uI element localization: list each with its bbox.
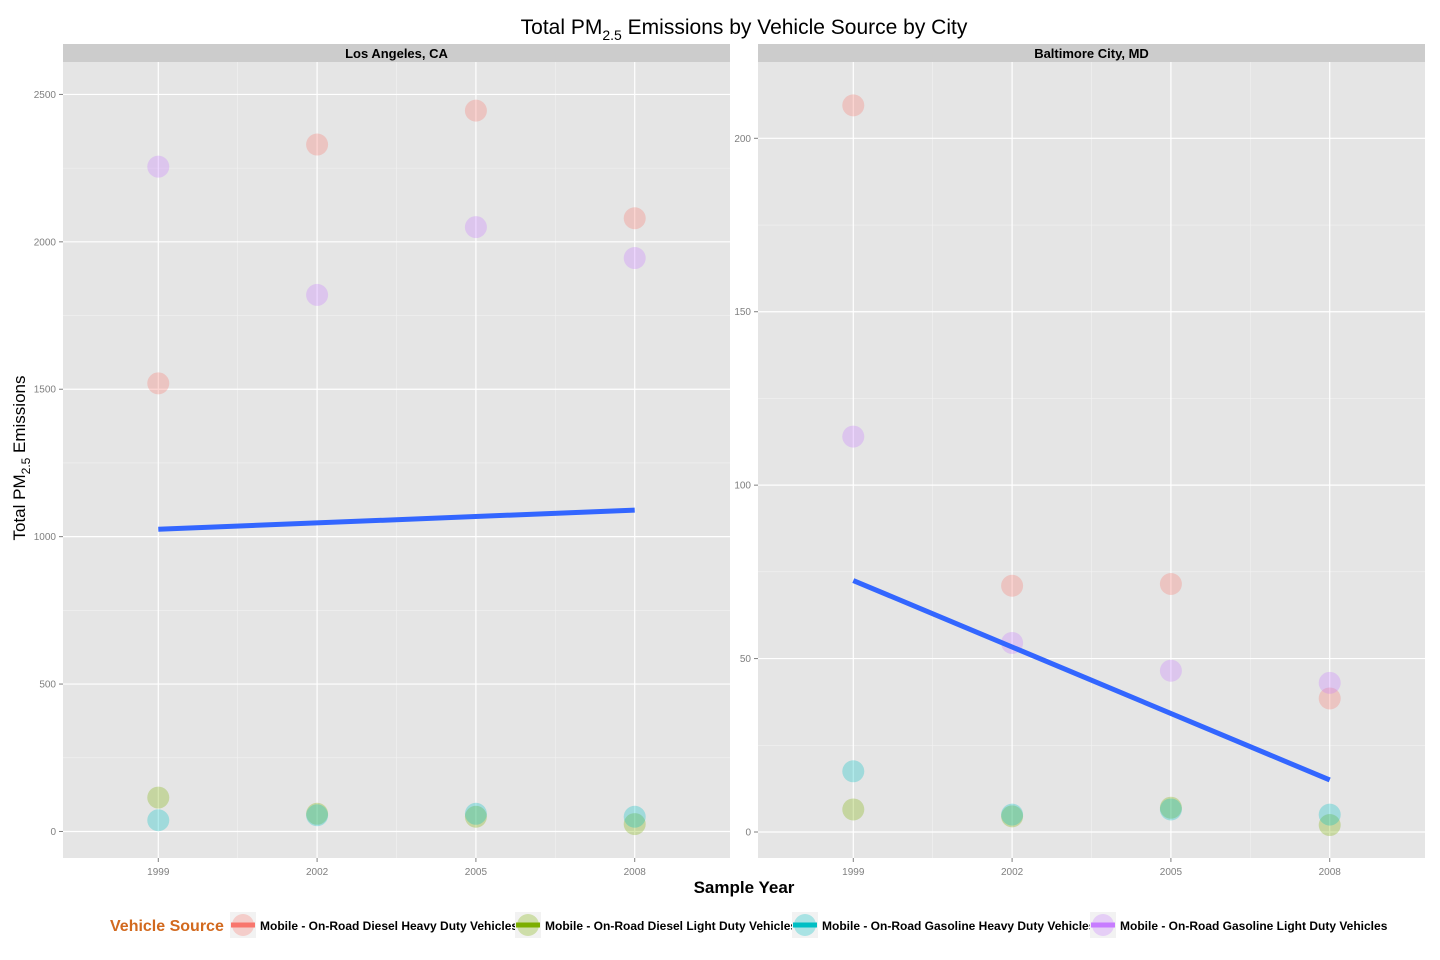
data-point <box>1159 659 1182 682</box>
data-point <box>623 813 646 836</box>
data-point <box>842 425 865 448</box>
x-tick-label: 1999 <box>147 867 170 878</box>
legend-label: Mobile - On-Road Gasoline Heavy Duty Veh… <box>822 919 1096 933</box>
data-point <box>147 786 170 809</box>
x-tick-label: 2005 <box>1160 867 1183 878</box>
y-tick-label: 0 <box>745 827 751 838</box>
y-tick-label: 200 <box>734 134 751 145</box>
legend-entry: Mobile - On-Road Diesel Heavy Duty Vehic… <box>230 912 518 938</box>
x-tick-label: 2008 <box>1319 867 1342 878</box>
data-point <box>842 760 865 783</box>
y-tick-label: 500 <box>39 680 56 691</box>
x-axis-label: Sample Year <box>694 878 795 897</box>
y-tick-label: 150 <box>734 307 751 318</box>
data-point <box>623 207 646 230</box>
data-point <box>1318 803 1341 826</box>
data-point <box>623 805 646 828</box>
data-point <box>306 133 329 156</box>
facet-panel: Los Angeles, CA 0 500 1000 1500 2000 2500 1999 2… <box>34 44 730 878</box>
legend-entry: Mobile - On-Road Diesel Light Duty Vehic… <box>515 912 797 938</box>
data-point <box>147 372 170 395</box>
legend: Vehicle Source Mobile - On-Road Diesel H… <box>110 912 1388 938</box>
y-tick-label: 2000 <box>34 237 57 248</box>
x-tick-label: 2002 <box>306 867 329 878</box>
legend-entry: Mobile - On-Road Gasoline Heavy Duty Veh… <box>792 912 1096 938</box>
data-point <box>623 247 646 270</box>
y-tick-label: 0 <box>50 827 56 838</box>
y-tick-label: 1000 <box>34 532 57 543</box>
data-point <box>1318 814 1341 837</box>
data-point <box>1159 572 1182 595</box>
data-point <box>1318 687 1341 710</box>
data-point <box>1001 574 1024 597</box>
legend-entry: Mobile - On-Road Gasoline Light Duty Veh… <box>1090 912 1388 938</box>
y-axis-label: Total PM2.5 Emissions <box>10 375 33 540</box>
data-point <box>306 802 329 825</box>
data-point <box>464 802 487 825</box>
data-point <box>842 94 865 117</box>
data-point <box>306 283 329 306</box>
x-tick-label: 1999 <box>842 867 865 878</box>
data-point <box>306 804 329 827</box>
data-point <box>1159 796 1182 819</box>
trend-line <box>852 578 1331 783</box>
data-point <box>1001 803 1024 826</box>
legend-label: Mobile - On-Road Diesel Heavy Duty Vehic… <box>260 919 518 933</box>
facet-strip <box>63 44 730 62</box>
data-point <box>464 99 487 122</box>
x-tick-label: 2008 <box>624 867 647 878</box>
data-point <box>147 155 170 178</box>
facet-strip <box>758 44 1425 62</box>
y-tick-label: 100 <box>734 481 751 492</box>
data-point <box>464 216 487 239</box>
legend-title: Vehicle Source <box>110 918 224 935</box>
facet-panel: Baltimore City, MD 0 50 100 150 200 1999 2002 20… <box>734 44 1425 878</box>
data-point <box>1318 671 1341 694</box>
y-tick-label: 1500 <box>34 385 57 396</box>
facet-strip-label: Los Angeles, CA <box>345 46 448 61</box>
data-point <box>1159 798 1182 821</box>
x-tick-label: 2002 <box>1001 867 1024 878</box>
legend-label: Mobile - On-Road Gasoline Light Duty Veh… <box>1120 919 1388 933</box>
data-point <box>464 805 487 828</box>
data-point <box>147 809 170 832</box>
chart-title: Total PM2.5 Emissions by Vehicle Source … <box>521 16 968 43</box>
legend-label: Mobile - On-Road Diesel Light Duty Vehic… <box>545 919 797 933</box>
y-tick-label: 50 <box>740 654 752 665</box>
x-tick-label: 2005 <box>465 867 488 878</box>
data-point <box>1001 805 1024 828</box>
y-tick-label: 2500 <box>34 90 57 101</box>
facet-strip-label: Baltimore City, MD <box>1034 46 1149 61</box>
data-point <box>842 798 865 821</box>
trend-line <box>158 507 635 532</box>
